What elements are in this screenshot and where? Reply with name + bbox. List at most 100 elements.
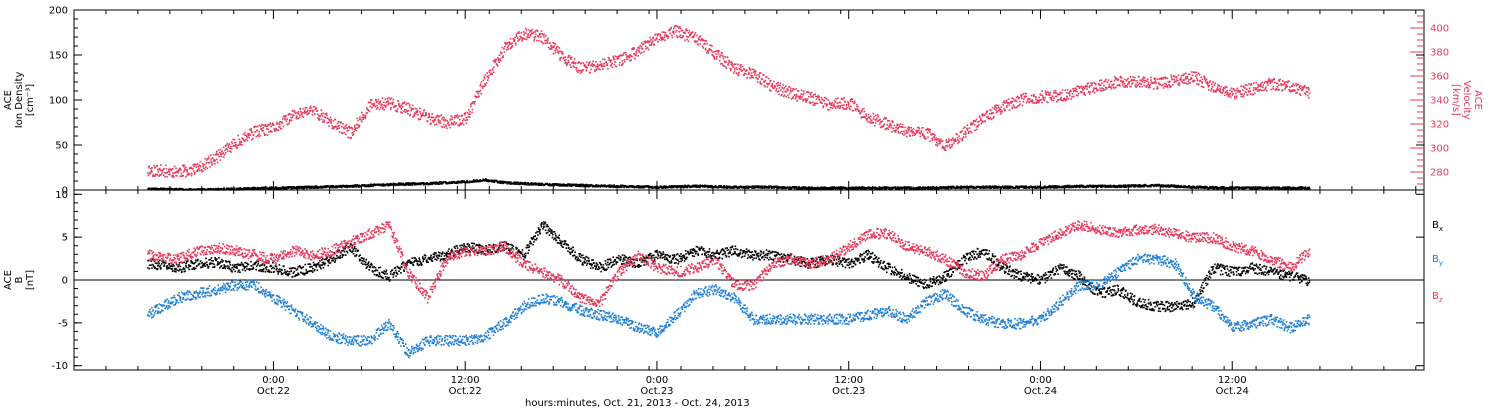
velocity-point xyxy=(794,96,797,99)
velocity-point xyxy=(187,172,190,174)
density-point xyxy=(438,183,441,185)
velocity-point xyxy=(1201,82,1204,84)
velocity-point xyxy=(1099,87,1101,89)
velocity-point xyxy=(579,72,582,75)
velocity-point xyxy=(1272,88,1274,90)
density-point xyxy=(294,187,297,189)
velocity-point xyxy=(1154,77,1157,80)
velocity-point xyxy=(493,61,496,63)
density-point xyxy=(399,183,401,186)
density-point xyxy=(853,186,856,189)
density-point xyxy=(684,184,687,187)
velocity-point xyxy=(721,62,723,65)
velocity-point xyxy=(1061,89,1064,91)
density-point xyxy=(451,181,453,183)
velocity-point xyxy=(948,140,950,142)
density-point xyxy=(640,185,642,188)
velocity-point xyxy=(957,142,959,145)
velocity-point xyxy=(614,55,617,57)
velocity-point xyxy=(327,121,330,124)
velocity-point xyxy=(311,109,314,112)
velocity-point xyxy=(707,50,710,52)
velocity-point xyxy=(1281,80,1284,82)
velocity-point xyxy=(209,166,211,168)
density-point xyxy=(558,183,561,185)
velocity-point xyxy=(605,61,607,63)
velocity-point xyxy=(1225,93,1228,96)
velocity-point xyxy=(1123,83,1126,85)
velocity-tick-label: 400 xyxy=(1430,24,1449,35)
velocity-point xyxy=(270,125,272,128)
density-tick-label: 50 xyxy=(55,141,68,152)
velocity-point xyxy=(895,129,897,131)
density-point xyxy=(618,185,620,188)
velocity-point xyxy=(485,82,488,84)
velocity-point xyxy=(1060,98,1062,100)
velocity-point xyxy=(779,84,782,87)
velocity-point xyxy=(814,95,817,98)
velocity-point xyxy=(637,46,640,49)
velocity-point xyxy=(1308,92,1311,95)
velocity-point xyxy=(1093,91,1096,94)
density-point xyxy=(824,186,826,189)
velocity-point xyxy=(351,126,353,129)
velocity-point xyxy=(611,66,614,68)
velocity-point xyxy=(806,91,808,93)
velocity-point xyxy=(172,175,175,178)
velocity-point xyxy=(909,135,911,137)
velocity-point xyxy=(546,42,548,44)
velocity-point xyxy=(1164,76,1167,78)
velocity-point xyxy=(318,118,321,120)
density-point xyxy=(850,187,852,189)
velocity-point xyxy=(389,108,392,110)
velocity-point xyxy=(926,129,929,131)
velocity-point xyxy=(589,71,591,74)
velocity-point xyxy=(686,29,688,32)
velocity-point xyxy=(659,35,662,37)
velocity-point xyxy=(173,165,176,168)
velocity-point xyxy=(483,77,486,80)
velocity-point xyxy=(451,122,453,124)
velocity-point xyxy=(612,56,615,59)
velocity-point xyxy=(419,118,422,120)
velocity-point xyxy=(1145,79,1147,82)
velocity-point xyxy=(1283,83,1286,85)
density-point xyxy=(227,187,229,189)
velocity-point xyxy=(999,109,1001,112)
velocity-point xyxy=(884,117,886,119)
velocity-point xyxy=(824,103,826,105)
velocity-point xyxy=(1180,79,1182,81)
velocity-point xyxy=(299,107,302,110)
velocity-point xyxy=(1052,99,1055,102)
density-point xyxy=(547,184,550,187)
density-point xyxy=(726,187,728,189)
velocity-point xyxy=(1201,78,1204,81)
velocity-point xyxy=(256,129,259,131)
velocity-point xyxy=(607,68,609,70)
velocity-point xyxy=(928,128,930,130)
velocity-point xyxy=(464,112,467,114)
velocity-point xyxy=(1206,81,1209,83)
velocity-point xyxy=(556,46,558,48)
velocity-point xyxy=(1301,89,1304,91)
velocity-point xyxy=(493,66,495,69)
velocity-point xyxy=(847,103,850,105)
velocity-point xyxy=(330,122,333,124)
density-point xyxy=(803,186,805,188)
velocity-point xyxy=(681,29,684,32)
velocity-point xyxy=(430,122,432,125)
velocity-point xyxy=(935,141,938,144)
velocity-point xyxy=(256,125,259,128)
density-point xyxy=(576,185,579,187)
velocity-point xyxy=(905,132,908,134)
velocity-point xyxy=(541,33,543,35)
velocity-point xyxy=(978,116,981,118)
velocity-point xyxy=(1002,104,1004,106)
velocity-point xyxy=(164,171,166,174)
velocity-point xyxy=(1035,98,1037,101)
velocity-point xyxy=(295,117,297,119)
velocity-point xyxy=(970,122,973,125)
density-point xyxy=(433,181,435,184)
velocity-point xyxy=(843,104,845,106)
velocity-point xyxy=(261,124,263,126)
